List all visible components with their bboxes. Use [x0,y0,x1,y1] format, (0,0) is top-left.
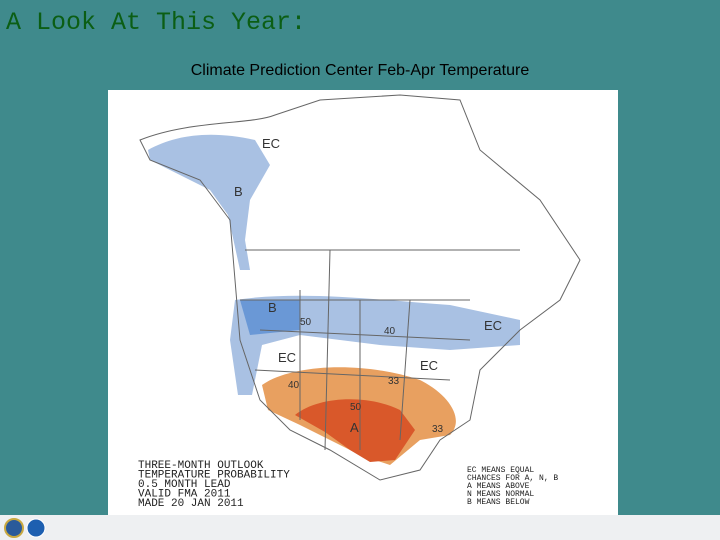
map-label: 50 [300,317,312,328]
caption-line: TEMPERATURE PROBABILITY [138,470,290,482]
below-region [230,295,520,395]
map-label: 33 [432,424,444,435]
slide-subtitle: Climate Prediction Center Feb-Apr Temper… [190,62,530,79]
map-label: 40 [384,326,396,337]
logo [26,518,46,538]
slide-title: A Look At This Year: [6,8,307,37]
map-label: 50 [350,402,362,413]
legend-line: CHANCES FOR A, N, B [467,474,558,483]
map-label: 33 [388,376,400,387]
map-label: 40 [288,380,300,391]
footer-bar [0,515,720,540]
below-region [240,300,300,335]
map-label: EC [420,358,438,373]
logo [4,518,24,538]
above-region [295,399,415,462]
map-label: EC [278,350,296,365]
caption-line: 0.5 MONTH LEAD [138,479,231,491]
map-label: B [234,184,243,199]
legend-line: N MEANS NORMAL [467,490,534,499]
map-labels: EC B B 50 40 EC EC EC 40 33 50 A 33 [234,136,502,435]
legend-line: EC MEANS EQUAL [467,466,534,475]
map-label: B [268,300,277,315]
map-label: A [350,420,359,435]
map-outlines [139,94,581,481]
caption-line: VALID FMA 2011 [138,489,231,501]
caption-line: MADE 20 JAN 2011 [138,498,244,510]
caption-line: THREE-MONTH OUTLOOK [138,460,264,472]
map-label: EC [484,318,502,333]
below-region [148,134,270,270]
legend-line: A MEANS ABOVE [467,482,530,491]
map-label: EC [262,136,280,151]
legend-line: B MEANS BELOW [467,498,530,507]
